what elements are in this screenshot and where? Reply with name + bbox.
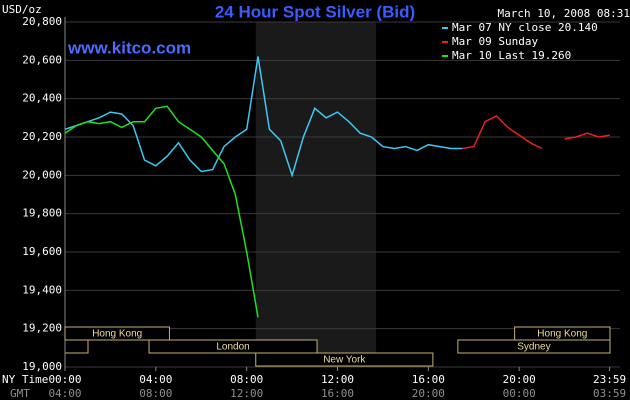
legend-label: Mar 07 NY close 20.140 xyxy=(452,21,598,34)
x2-tick-label: 04:00 xyxy=(48,387,81,400)
x2-axis-label: GMT xyxy=(10,387,30,400)
x2-tick-label: 12:00 xyxy=(230,387,263,400)
shaded-region xyxy=(255,22,377,367)
series-line xyxy=(64,105,259,318)
y-tick-label: 20,800 xyxy=(22,15,62,28)
timestamp: March 10, 2008 08:31 xyxy=(498,7,630,20)
y-tick-label: 19,000 xyxy=(22,360,62,373)
x-tick-label: 16:00 xyxy=(412,373,445,386)
session-box xyxy=(64,339,89,354)
y-axis-label: USD/oz xyxy=(2,3,42,16)
x2-tick-label: 03:59 xyxy=(593,387,626,400)
legend-label: Mar 09 Sunday xyxy=(452,35,538,48)
y-tick-label: 19,800 xyxy=(22,207,62,220)
x2-tick-label: 00:00 xyxy=(503,387,536,400)
y-tick-label: 19,600 xyxy=(22,245,62,258)
x-tick-label: 08:00 xyxy=(230,373,263,386)
x2-tick-label: 20:00 xyxy=(412,387,445,400)
session-box xyxy=(255,352,434,367)
session-label: Hong Kong xyxy=(92,329,142,340)
x2-tick-label: 08:00 xyxy=(139,387,172,400)
x-tick-label: 20:00 xyxy=(503,373,536,386)
x-tick-label: 12:00 xyxy=(321,373,354,386)
y-tick-label: 19,400 xyxy=(22,283,62,296)
y-tick-label: 20,200 xyxy=(22,130,62,143)
y-tick-label: 20,600 xyxy=(22,53,62,66)
session-label: Hong Kong xyxy=(537,329,587,340)
session-label: Sydney xyxy=(517,342,550,353)
y-tick-label: 20,400 xyxy=(22,92,62,105)
x-tick-label: 00:00 xyxy=(48,373,81,386)
session-box xyxy=(64,326,170,341)
watermark: www.kitco.com xyxy=(67,38,191,57)
x-tick-label: 23:59 xyxy=(593,373,626,386)
session-box xyxy=(148,339,318,354)
session-label: London xyxy=(216,342,249,353)
series-line xyxy=(64,56,463,178)
chart-title: 24 Hour Spot Silver (Bid) xyxy=(215,2,415,21)
x-tick-label: 04:00 xyxy=(139,373,172,386)
session-label: New York xyxy=(323,355,366,366)
series-line xyxy=(462,114,611,150)
session-box xyxy=(457,339,611,354)
x2-tick-label: 16:00 xyxy=(321,387,354,400)
x-axis-label: NY Time xyxy=(2,373,48,386)
y-tick-label: 19,200 xyxy=(22,322,62,335)
legend-label: Mar 10 Last 19.260 xyxy=(452,49,571,62)
y-tick-label: 20,000 xyxy=(22,168,62,181)
